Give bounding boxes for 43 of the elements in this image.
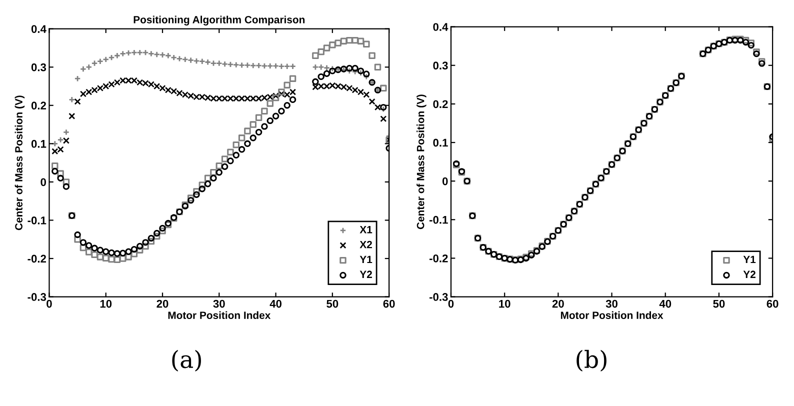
x-tick-label: 60 xyxy=(766,300,778,308)
x-tick-label: 30 xyxy=(606,300,618,308)
y-tick-label: 0.3 xyxy=(433,62,448,70)
y-axis-title: Center of Mass Position (V) xyxy=(14,96,25,230)
text: (a) xyxy=(172,350,201,372)
x-tick-label: 60 xyxy=(383,300,395,308)
y-tick-label: -0.1 xyxy=(28,216,46,224)
y-tick-label: 0.2 xyxy=(433,100,448,108)
legend-label: X2 xyxy=(360,240,372,248)
y-tick-label: 0.4 xyxy=(31,25,46,33)
x-tick-label: 50 xyxy=(713,300,725,308)
y-tick-label: 0.1 xyxy=(433,138,448,147)
y-tick-label: -0.1 xyxy=(430,216,448,224)
x-axis-title: Motor Position Index xyxy=(168,311,271,319)
x-tick-label: 10 xyxy=(100,300,112,308)
legend-label: X1 xyxy=(360,226,372,234)
legend-label: Y1 xyxy=(360,256,372,264)
y-tick-label: 0.3 xyxy=(31,63,46,72)
text: (b) xyxy=(576,350,606,372)
y-tick-label: 0.4 xyxy=(433,23,448,31)
x-axis-title: Motor Position Index xyxy=(560,311,664,319)
y-axis-title: Center of Mass Position (V) xyxy=(416,94,426,230)
y-tick-label: 0 xyxy=(40,178,46,186)
legend-label: Y1 xyxy=(743,256,756,264)
y-tick-label: -0.2 xyxy=(28,254,46,263)
y-tick-label: -0.3 xyxy=(430,293,448,301)
x-tick-label: 20 xyxy=(552,300,564,308)
y-tick-label: 0.2 xyxy=(31,102,46,110)
y-tick-label: -0.2 xyxy=(430,254,448,262)
legend-label: Y2 xyxy=(360,270,372,278)
legend-label: Y2 xyxy=(743,270,756,278)
x-tick-label: 30 xyxy=(213,300,225,308)
x-tick-label: 50 xyxy=(326,300,338,308)
x-tick-label: 40 xyxy=(659,300,672,308)
x-tick-label: 10 xyxy=(499,300,510,308)
y-tick-label: -0.3 xyxy=(28,293,46,301)
y-tick-label: 0.1 xyxy=(31,140,46,148)
x-tick-label: 0 xyxy=(448,300,454,308)
x-tick-label: 0 xyxy=(46,300,52,308)
y-tick-label: 0 xyxy=(442,177,448,186)
x-tick-label: 20 xyxy=(156,300,168,308)
x-tick-label: 40 xyxy=(270,300,282,308)
chart-title: Positioning Algorithm Comparison xyxy=(134,16,305,26)
